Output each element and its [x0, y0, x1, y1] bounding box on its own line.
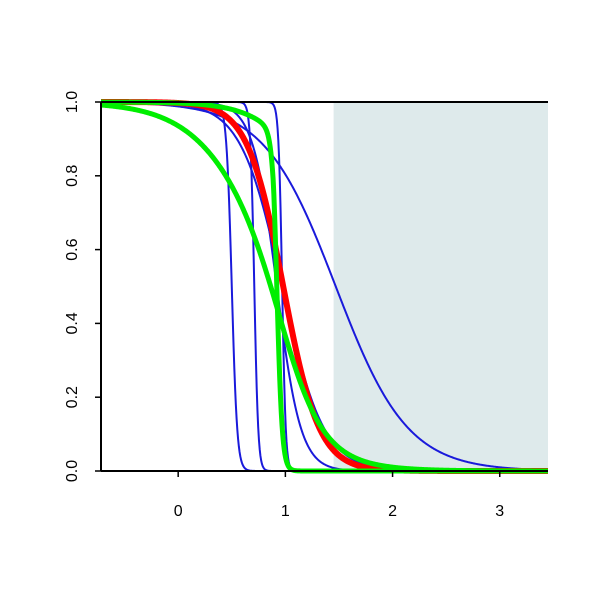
x-tick-label: 2: [388, 503, 397, 520]
y-tick-label: 0.2: [64, 386, 81, 408]
y-tick-label: 0.0: [64, 460, 81, 482]
series-line-5: [100, 101, 549, 472]
x-tick-label: 3: [495, 503, 504, 520]
y-tick-label: 0.6: [64, 238, 81, 260]
axes-layer: 0 1 2 3 0.0 0.2 0.4 0.6 0.8 1.0: [64, 91, 548, 520]
x-tick-label: 0: [174, 503, 183, 520]
y-tick-label: 0.4: [64, 312, 81, 334]
shaded-region: [333, 102, 548, 471]
y-tick-label: 0.8: [64, 165, 81, 187]
x-tick-label: 1: [281, 503, 290, 520]
y-tick-label: 1.0: [64, 91, 81, 113]
